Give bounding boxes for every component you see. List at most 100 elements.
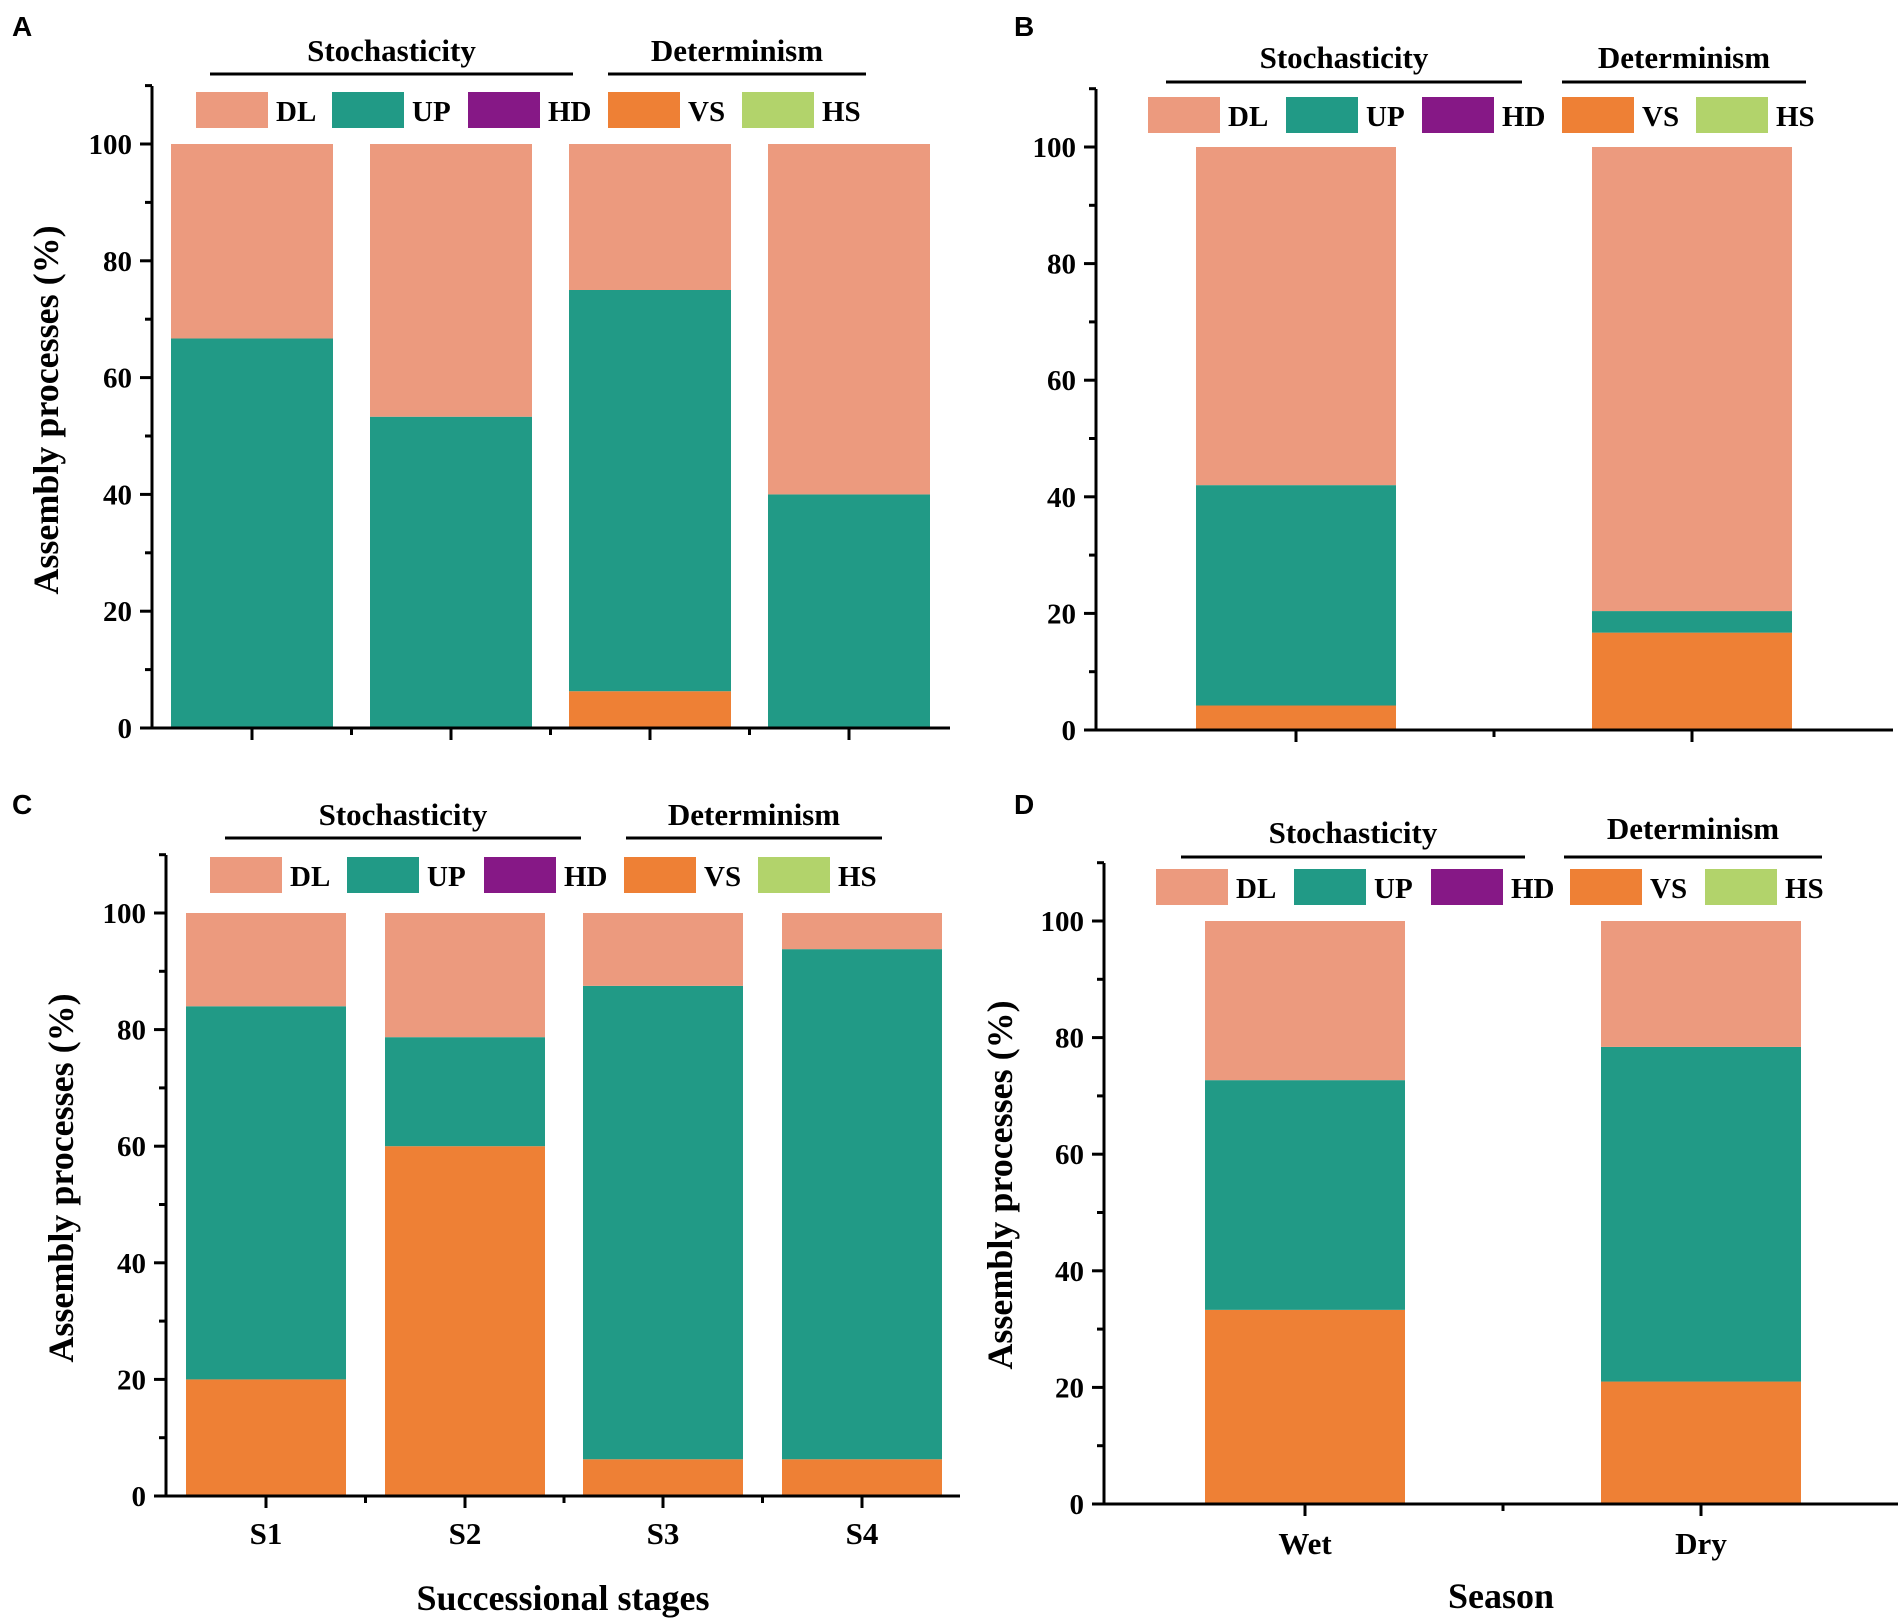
y-axis-title: Assembly processes (%) xyxy=(41,993,81,1362)
bar-dl-wet xyxy=(1205,921,1405,1081)
legend-label-dl: DL xyxy=(1228,101,1268,133)
legend-label-up: UP xyxy=(1366,101,1405,133)
bar-vs-dry xyxy=(1592,632,1792,730)
legend-label-dl: DL xyxy=(276,96,316,128)
bar-up-s4 xyxy=(768,494,930,728)
legend-swatch-hs xyxy=(758,857,830,893)
y-tick-label: 0 xyxy=(132,1481,147,1513)
legend-swatch-up xyxy=(332,92,404,128)
x-tick-label-wet: Wet xyxy=(1278,1526,1332,1561)
panel-letter: C xyxy=(12,789,32,820)
panel-A: A Stochasticity Determinism DL UP HD VS HS 0 20 40… xyxy=(12,11,950,745)
y-tick-label: 80 xyxy=(1055,1023,1084,1055)
legend-label-up: UP xyxy=(1374,873,1413,905)
legend-label-vs: VS xyxy=(1650,873,1687,905)
y-tick-label: 40 xyxy=(1055,1256,1084,1288)
legend-swatch-dl xyxy=(210,857,282,893)
bar-dl-s1 xyxy=(171,144,333,339)
legend-swatch-hd xyxy=(484,857,556,893)
panel-letter: B xyxy=(1014,11,1034,42)
legend-label-hd: HD xyxy=(564,861,608,893)
legend-swatch-dl xyxy=(1148,97,1220,133)
group-label-stochasticity: Stochasticity xyxy=(1269,815,1438,850)
panel-D: D Stochasticity Determinism DL UP HD VS HS 0 20 40… xyxy=(980,789,1898,1616)
group-label-stochasticity: Stochasticity xyxy=(319,797,488,832)
legend-swatch-up xyxy=(1294,869,1366,905)
bar-vs-s4 xyxy=(782,1459,942,1496)
legend-label-vs: VS xyxy=(1642,101,1679,133)
panel-letter: A xyxy=(12,11,32,42)
y-tick-label: 20 xyxy=(1055,1372,1084,1404)
bar-dl-dry xyxy=(1601,921,1801,1047)
y-tick-label: 60 xyxy=(117,1131,146,1163)
x-tick-label-dry: Dry xyxy=(1675,1526,1727,1561)
bar-vs-s3 xyxy=(569,691,731,728)
x-axis-title: Successional stages xyxy=(416,1578,709,1618)
legend-swatch-hd xyxy=(468,92,540,128)
y-tick-label: 0 xyxy=(118,713,133,745)
group-label-determinism: Determinism xyxy=(651,33,823,68)
y-tick-label: 60 xyxy=(1047,365,1076,397)
panel-C: C Stochasticity Determinism DL UP HD VS HS 0 20 40… xyxy=(12,789,960,1618)
legend-label-hd: HD xyxy=(548,96,592,128)
bar-dl-dry xyxy=(1592,147,1792,612)
legend-swatch-hs xyxy=(1696,97,1768,133)
x-tick-label-s3: S3 xyxy=(647,1516,680,1551)
bar-dl-s2 xyxy=(385,913,545,1038)
y-tick-label: 20 xyxy=(103,596,132,628)
bar-up-dry xyxy=(1601,1046,1801,1382)
y-tick-label: 20 xyxy=(1047,598,1076,630)
bar-dl-s3 xyxy=(569,144,731,290)
legend-swatch-up xyxy=(1286,97,1358,133)
bar-dl-s2 xyxy=(370,144,532,417)
legend-label-hs: HS xyxy=(1785,873,1824,905)
legend-label-up: UP xyxy=(427,861,466,893)
y-tick-label: 80 xyxy=(1047,249,1076,281)
legend-label-up: UP xyxy=(412,96,451,128)
panel-letter: D xyxy=(1014,789,1034,820)
y-tick-label: 60 xyxy=(1055,1139,1084,1171)
x-axis-title: Season xyxy=(1448,1576,1554,1616)
group-label-determinism: Determinism xyxy=(668,797,840,832)
legend-label-hs: HS xyxy=(822,96,861,128)
legend-label-dl: DL xyxy=(290,861,330,893)
bar-vs-s2 xyxy=(385,1146,545,1496)
legend-swatch-vs xyxy=(624,857,696,893)
legend-swatch-hs xyxy=(1705,869,1777,905)
legend-swatch-dl xyxy=(1156,869,1228,905)
legend-label-hs: HS xyxy=(1776,101,1815,133)
legend-swatch-hd xyxy=(1422,97,1494,133)
legend-swatch-vs xyxy=(1570,869,1642,905)
bar-dl-wet xyxy=(1196,147,1396,486)
y-tick-label: 20 xyxy=(117,1364,146,1396)
legend-swatch-hs xyxy=(742,92,814,128)
y-tick-label: 0 xyxy=(1070,1489,1085,1521)
bar-up-wet xyxy=(1196,485,1396,706)
legend-swatch-vs xyxy=(608,92,680,128)
y-tick-label: 0 xyxy=(1062,715,1077,747)
y-tick-label: 60 xyxy=(103,363,132,395)
bar-dl-s4 xyxy=(782,913,942,950)
y-tick-label: 100 xyxy=(1033,132,1077,164)
legend-label-dl: DL xyxy=(1236,873,1276,905)
group-label-determinism: Determinism xyxy=(1598,40,1770,75)
x-tick-label-s4: S4 xyxy=(846,1516,879,1551)
bar-up-s1 xyxy=(186,1006,346,1380)
group-label-stochasticity: Stochasticity xyxy=(1260,40,1429,75)
y-tick-label: 80 xyxy=(117,1015,146,1047)
bar-up-dry xyxy=(1592,611,1792,633)
bar-up-s3 xyxy=(583,985,743,1460)
bar-vs-s1 xyxy=(186,1379,346,1496)
group-label-stochasticity: Stochasticity xyxy=(307,33,476,68)
y-tick-label: 40 xyxy=(1047,482,1076,514)
bar-up-s2 xyxy=(385,1037,545,1147)
bar-up-s4 xyxy=(782,949,942,1460)
bar-vs-s3 xyxy=(583,1459,743,1496)
bar-vs-wet xyxy=(1196,705,1396,730)
y-tick-label: 80 xyxy=(103,246,132,278)
y-axis-title: Assembly processes (%) xyxy=(26,225,66,594)
x-tick-label-s2: S2 xyxy=(449,1516,482,1551)
bar-dl-s3 xyxy=(583,913,743,986)
legend-label-vs: VS xyxy=(688,96,725,128)
